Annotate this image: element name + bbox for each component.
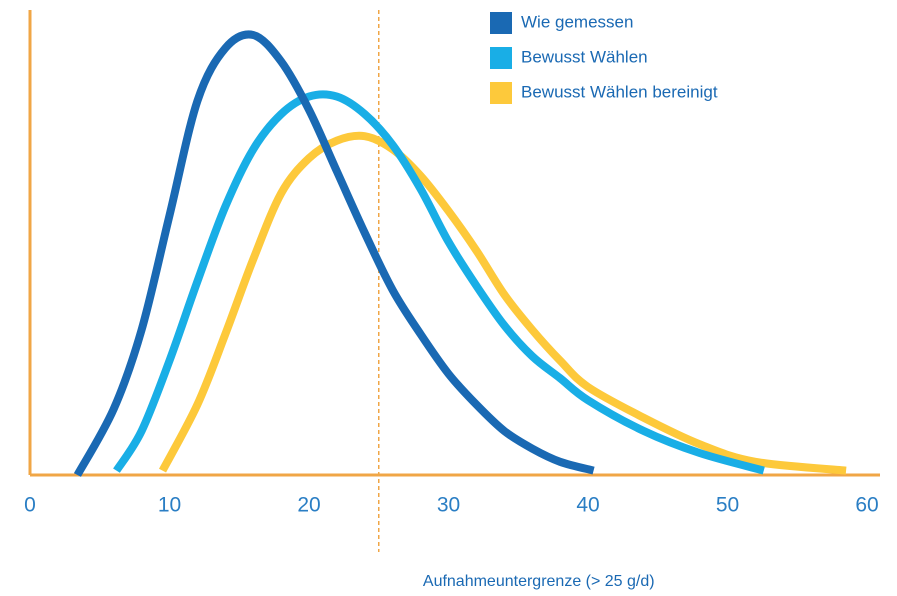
- series-line: [73, 30, 595, 477]
- x-tick-label: 60: [855, 494, 878, 517]
- legend-label: Wie gemessen: [521, 12, 633, 31]
- x-tick-label: 40: [576, 494, 599, 517]
- x-tick-label: 30: [437, 494, 460, 517]
- legend-swatch: [490, 12, 512, 34]
- series-line: [113, 90, 765, 475]
- legend-label: Bewusst Wählen: [521, 47, 648, 66]
- x-tick-label: 10: [158, 494, 181, 517]
- annotation: Aufnahmeuntergrenze (> 25 g/d): [423, 573, 655, 590]
- legend-swatch: [490, 82, 512, 104]
- x-tick-label: 20: [297, 494, 320, 517]
- legend-label: Bewusst Wählen bereinigt: [521, 82, 718, 101]
- x-tick-label: 50: [716, 494, 739, 517]
- x-tick-label: 0: [24, 494, 36, 517]
- legend-swatch: [490, 47, 512, 69]
- series-line: [158, 131, 847, 475]
